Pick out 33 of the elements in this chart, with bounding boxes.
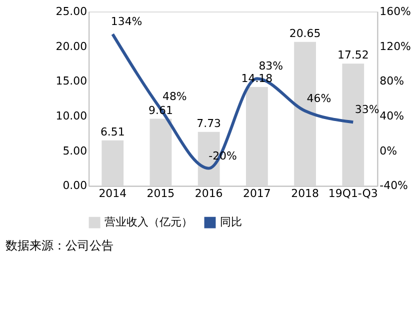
- bar: [102, 140, 124, 186]
- y-tick-label: 20.00: [56, 40, 88, 53]
- data-label: 48%: [162, 90, 187, 104]
- bar: [150, 118, 172, 186]
- data-label: 17.52: [337, 48, 369, 62]
- x-tick-label: 2017: [243, 187, 271, 200]
- legend-label: 同比: [220, 216, 242, 229]
- y-tick-label: 0.00: [62, 179, 88, 192]
- y-tick-label: 15.00: [56, 74, 88, 88]
- x-tick-label: 2018: [291, 187, 319, 200]
- x-tick-label: 19Q1-Q3: [328, 187, 378, 200]
- y2-tick-label: 0%: [380, 144, 398, 158]
- data-label: 7.73: [196, 116, 222, 130]
- y2-tick-label: 40%: [380, 110, 404, 123]
- x-tick-label: 2016: [194, 187, 223, 200]
- y2-tick-label: 80%: [380, 74, 404, 88]
- y-tick-label: 25.00: [56, 5, 88, 18]
- y-tick-label: 5.00: [62, 144, 88, 158]
- data-label: 6.51: [100, 125, 125, 138]
- y2-tick-label: 160%: [380, 5, 411, 18]
- x-tick-label: 2014: [98, 187, 127, 200]
- y-tick-label: 10.00: [56, 110, 88, 123]
- y2-tick-label: -40%: [380, 179, 408, 192]
- data-label: 33%: [354, 103, 380, 116]
- y2-tick-label: 120%: [380, 40, 411, 53]
- data-label: 20.65: [289, 26, 321, 40]
- x-tick-label: 2015: [146, 187, 175, 200]
- bar: [246, 86, 268, 186]
- data-label: 134%: [110, 15, 142, 28]
- data-label: 83%: [258, 60, 284, 73]
- data-label: 46%: [306, 92, 332, 105]
- source-note: 数据来源：公司公告: [5, 238, 114, 252]
- legend-label: 营业收入（亿元）: [104, 216, 192, 229]
